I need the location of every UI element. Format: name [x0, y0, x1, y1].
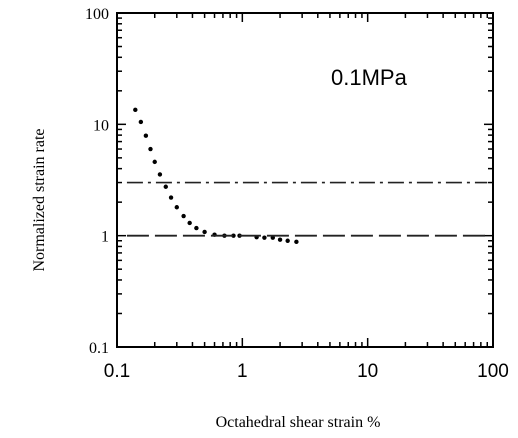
- y-tick-label: 1: [101, 229, 109, 246]
- data-point: [158, 172, 162, 176]
- tick-labels: 0.1 1 10 100 0.1 1 10 100: [85, 6, 509, 382]
- tick-marks: [117, 13, 493, 347]
- data-point: [144, 134, 148, 138]
- x-tick-label: 1: [237, 361, 248, 382]
- x-tick-label: 0.1: [104, 361, 130, 382]
- data-point: [139, 120, 143, 124]
- data-point: [285, 239, 289, 243]
- pressure-annotation: 0.1MPa: [331, 65, 408, 90]
- data-point: [175, 205, 179, 209]
- plot-border: [117, 13, 493, 347]
- data-point: [187, 221, 191, 225]
- y-tick-label: 10: [93, 117, 109, 134]
- data-point: [133, 108, 137, 112]
- data-point: [169, 195, 173, 199]
- plot-frame: [117, 13, 493, 347]
- data-point: [181, 214, 185, 218]
- y-tick-label: 100: [85, 6, 109, 23]
- data-point: [148, 147, 152, 151]
- data-point: [164, 185, 168, 189]
- x-tick-label: 100: [477, 361, 509, 382]
- data-point: [278, 237, 282, 241]
- data-point: [153, 160, 157, 164]
- data-point: [202, 230, 206, 234]
- data-series: [127, 108, 487, 244]
- x-tick-label: 10: [357, 361, 378, 382]
- y-axis-title: Normalized strain rate: [31, 128, 48, 271]
- y-tick-label: 0.1: [89, 340, 109, 357]
- x-axis-title: Octahedral shear strain %: [216, 414, 381, 431]
- data-point: [294, 240, 298, 244]
- data-point: [262, 235, 266, 239]
- data-point: [194, 226, 198, 230]
